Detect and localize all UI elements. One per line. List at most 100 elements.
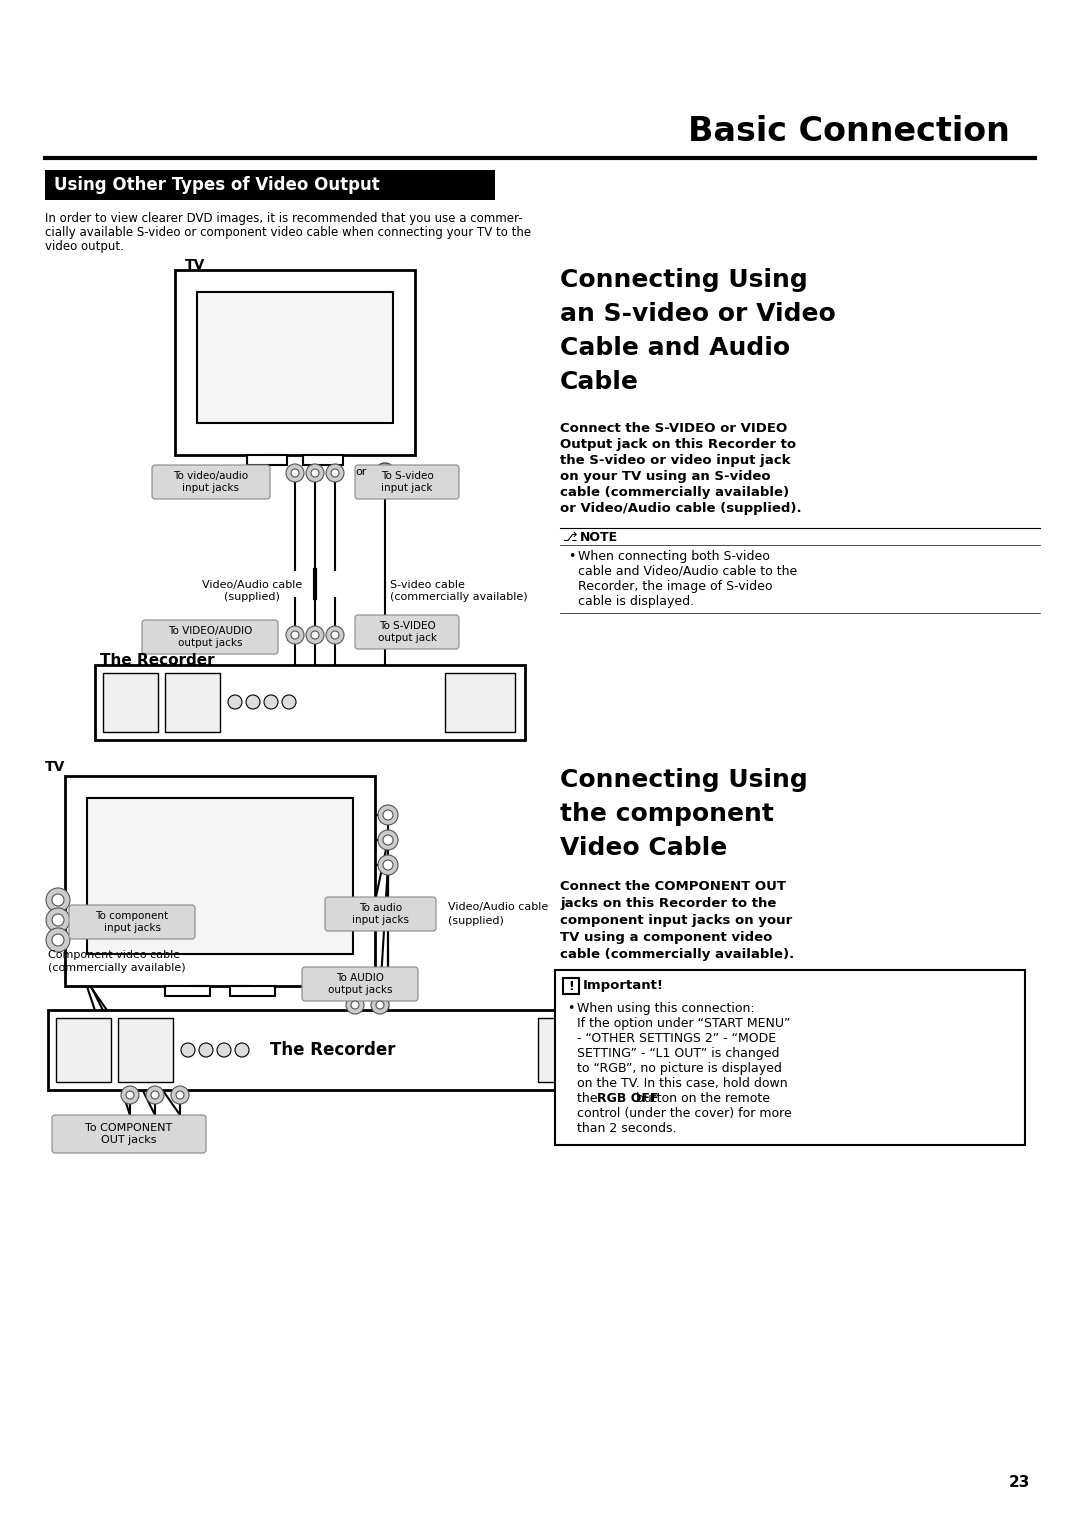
Text: RGB OFF: RGB OFF: [597, 1093, 659, 1105]
Bar: [232, 986, 249, 995]
Circle shape: [306, 465, 324, 481]
Bar: [197, 292, 393, 423]
Circle shape: [181, 1044, 195, 1057]
Text: To S-video
input jack: To S-video input jack: [380, 471, 433, 494]
FancyBboxPatch shape: [325, 897, 436, 931]
Bar: [265, 455, 283, 463]
Text: TV using a component video: TV using a component video: [561, 931, 772, 944]
Bar: [165, 986, 210, 996]
Circle shape: [383, 810, 393, 821]
Text: (commercially available): (commercially available): [48, 963, 186, 973]
Bar: [56, 1018, 111, 1082]
Circle shape: [46, 927, 70, 952]
Text: or: or: [355, 468, 366, 477]
Text: If the option under “START MENU”: If the option under “START MENU”: [577, 1018, 791, 1030]
Text: Video/Audio cable: Video/Audio cable: [448, 902, 549, 912]
Text: When connecting both S-video: When connecting both S-video: [578, 550, 770, 562]
Circle shape: [228, 695, 242, 709]
Text: Using Other Types of Video Output: Using Other Types of Video Output: [54, 176, 380, 194]
Text: Important!: Important!: [583, 979, 664, 993]
Text: cable (commercially available).: cable (commercially available).: [561, 947, 794, 961]
Circle shape: [378, 805, 399, 825]
Circle shape: [376, 1001, 384, 1008]
Bar: [165, 672, 220, 732]
Text: In order to view clearer DVD images, it is recommended that you use a commer-: In order to view clearer DVD images, it …: [45, 212, 523, 225]
Text: jacks on this Recorder to the: jacks on this Recorder to the: [561, 897, 777, 911]
Text: The Recorder: The Recorder: [100, 652, 215, 668]
Text: video output.: video output.: [45, 240, 124, 254]
Circle shape: [291, 631, 299, 639]
Text: To VIDEO/AUDIO
output jacks: To VIDEO/AUDIO output jacks: [167, 626, 253, 648]
Text: Connecting Using: Connecting Using: [561, 267, 808, 292]
Circle shape: [286, 465, 303, 481]
Text: Connect the S-VIDEO or VIDEO: Connect the S-VIDEO or VIDEO: [561, 422, 787, 435]
Text: Basic Connection: Basic Connection: [688, 115, 1010, 148]
Text: Output jack on this Recorder to: Output jack on this Recorder to: [561, 439, 796, 451]
Circle shape: [346, 996, 364, 1015]
Circle shape: [46, 908, 70, 932]
Circle shape: [326, 626, 345, 643]
Text: (supplied): (supplied): [224, 591, 280, 602]
Text: ⎇: ⎇: [563, 532, 578, 544]
Circle shape: [52, 894, 64, 906]
Text: Connect the COMPONENT OUT: Connect the COMPONENT OUT: [561, 880, 786, 892]
Circle shape: [171, 1086, 189, 1105]
FancyBboxPatch shape: [141, 620, 278, 654]
Text: Video Cable: Video Cable: [561, 836, 727, 860]
Text: •: •: [568, 550, 576, 562]
Circle shape: [375, 463, 395, 483]
Text: TV: TV: [45, 759, 66, 775]
Bar: [247, 455, 287, 465]
FancyBboxPatch shape: [355, 614, 459, 649]
Text: an S-video or Video: an S-video or Video: [561, 303, 836, 325]
Text: SETTING” - “L1 OUT” is changed: SETTING” - “L1 OUT” is changed: [577, 1047, 780, 1060]
Bar: [45, 170, 495, 200]
Text: The Recorder: The Recorder: [270, 1041, 395, 1059]
Text: To video/audio
input jacks: To video/audio input jacks: [174, 471, 248, 494]
Text: To COMPONENT
OUT jacks: To COMPONENT OUT jacks: [85, 1123, 173, 1144]
Circle shape: [199, 1044, 213, 1057]
Circle shape: [306, 626, 324, 643]
Bar: [303, 455, 343, 465]
Bar: [87, 798, 353, 953]
Bar: [103, 672, 158, 732]
Bar: [48, 1010, 618, 1089]
Text: the component: the component: [561, 802, 774, 827]
Circle shape: [330, 631, 339, 639]
Circle shape: [264, 695, 278, 709]
Bar: [65, 776, 375, 986]
Circle shape: [330, 469, 339, 477]
Text: on your TV using an S-video: on your TV using an S-video: [561, 471, 771, 483]
Text: Component video cable: Component video cable: [48, 950, 180, 960]
Bar: [230, 986, 275, 996]
Circle shape: [311, 469, 319, 477]
FancyBboxPatch shape: [52, 1115, 206, 1154]
Circle shape: [326, 465, 345, 481]
Text: •: •: [567, 1002, 575, 1015]
Text: Video/Audio cable: Video/Audio cable: [202, 581, 302, 590]
Circle shape: [151, 1091, 159, 1099]
Bar: [563, 978, 579, 995]
Text: on the TV. In this case, hold down: on the TV. In this case, hold down: [577, 1077, 787, 1089]
Text: or Video/Audio cable (supplied).: or Video/Audio cable (supplied).: [561, 503, 801, 515]
Circle shape: [378, 856, 399, 876]
Text: TV: TV: [185, 258, 205, 272]
FancyBboxPatch shape: [69, 905, 195, 940]
Circle shape: [351, 1001, 359, 1008]
Text: - “OTHER SETTINGS 2” - “MODE: - “OTHER SETTINGS 2” - “MODE: [577, 1031, 777, 1045]
Circle shape: [126, 1091, 134, 1099]
FancyBboxPatch shape: [302, 967, 418, 1001]
Text: the: the: [577, 1093, 602, 1105]
Circle shape: [121, 1086, 139, 1105]
Bar: [307, 455, 325, 463]
Bar: [445, 672, 515, 732]
Text: Cable: Cable: [561, 370, 639, 394]
Text: (supplied): (supplied): [448, 915, 504, 926]
Text: When using this connection:: When using this connection:: [577, 1002, 755, 1015]
FancyBboxPatch shape: [355, 465, 459, 500]
Bar: [538, 1018, 608, 1082]
Circle shape: [146, 1086, 164, 1105]
Circle shape: [291, 469, 299, 477]
Bar: [118, 1018, 173, 1082]
Text: 23: 23: [1009, 1475, 1030, 1490]
